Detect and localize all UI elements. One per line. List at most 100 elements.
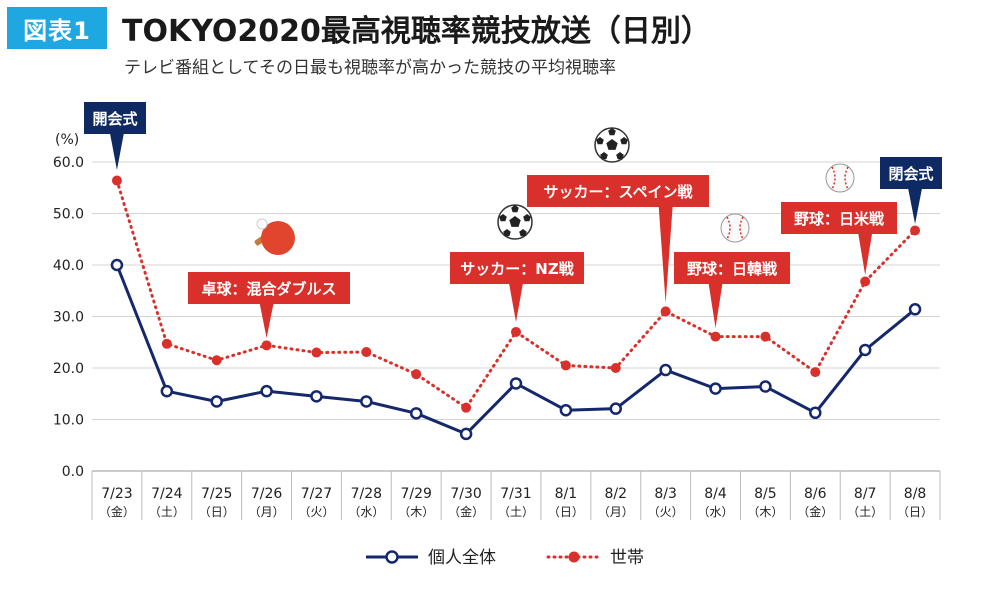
data-point-individual: [210, 395, 223, 408]
x-weekday-label: （土）: [149, 505, 185, 519]
data-point-household: [311, 347, 322, 358]
annotation-callout: 野球：日米戦: [781, 202, 897, 275]
y-tick-label: 0.0: [62, 464, 84, 480]
x-weekday-label: （水）: [348, 505, 384, 519]
data-point-household: [161, 338, 172, 349]
data-point-individual: [858, 343, 872, 357]
x-weekday-label: （金）: [797, 504, 833, 519]
x-weekday-label: （日）: [199, 505, 235, 519]
x-tick-label: 7/29: [401, 486, 432, 502]
x-weekday-label: （火）: [298, 505, 334, 519]
figure-badge: 図表1: [7, 7, 107, 49]
x-weekday-label: （日）: [897, 505, 933, 519]
annotation-label: 野球：日韓戦: [687, 260, 778, 278]
soccer-pentagon: [523, 214, 531, 222]
data-point-individual: [160, 384, 174, 398]
soccer-pentagon: [511, 205, 519, 213]
y-tick-label: 20.0: [53, 361, 84, 377]
annotation-callout: サッカー：スペイン戦: [527, 175, 709, 303]
y-tick-label: 10.0: [53, 413, 84, 429]
x-weekday-label: （木）: [398, 505, 434, 519]
data-point-individual: [509, 377, 523, 390]
data-point-household: [660, 306, 671, 317]
annotation-pointer: [509, 283, 523, 322]
x-tick-label: 8/6: [804, 486, 827, 502]
legend-marker-household: [568, 551, 580, 563]
data-point-individual: [809, 406, 822, 420]
x-tick-label: 7/25: [201, 486, 232, 502]
data-point-individual: [559, 403, 573, 417]
annotation-callout: 開会式: [84, 102, 146, 170]
x-weekday-label: （金）: [99, 504, 135, 519]
baseball-body: [825, 163, 855, 193]
x-tick-label: 8/4: [704, 486, 727, 502]
x-weekday-label: （土）: [847, 505, 883, 519]
x-tick-label: 8/8: [904, 486, 927, 502]
x-tick-label: 7/27: [301, 486, 332, 502]
data-point-household: [411, 369, 422, 380]
x-tick-label: 8/5: [754, 486, 777, 502]
x-tick-label: 7/30: [450, 486, 481, 502]
x-weekday-label: （月）: [598, 505, 634, 519]
chart-subtitle: テレビ番組としてその日最も視聴率が高かった競技の平均視聴率: [124, 58, 616, 78]
soccer-pentagon: [499, 214, 507, 222]
x-weekday-label: （土）: [498, 505, 534, 519]
baseball-seam: [739, 216, 744, 240]
data-point-individual: [110, 258, 124, 272]
y-tick-label: 60.0: [53, 155, 84, 171]
x-tick-label: 8/1: [555, 486, 578, 502]
annotation-callout: 閉会式: [880, 157, 942, 224]
x-tick-label: 7/28: [351, 486, 382, 502]
x-tick-label: 7/26: [251, 486, 283, 502]
data-point-individual: [609, 402, 623, 415]
annotation-box: [880, 157, 942, 189]
annotation-box: [450, 252, 584, 284]
x-tick-label: 8/2: [604, 486, 627, 502]
annotation-box: [188, 272, 350, 304]
soccer-pentagon: [503, 229, 511, 237]
table-tennis-icon: [254, 218, 295, 255]
data-point-individual: [709, 382, 722, 395]
data-point-individual: [459, 427, 473, 441]
soccer-pentagon: [600, 152, 608, 160]
baseball-seam: [726, 216, 731, 240]
annotation-label: サッカー：スペイン戦: [544, 183, 694, 201]
data-point-individual: [659, 363, 672, 377]
legend: 個人全体 世帯: [366, 548, 644, 568]
x-tick-label: 8/7: [854, 486, 877, 502]
data-point-household: [461, 402, 472, 413]
data-point-individual: [908, 303, 922, 316]
chart-title: TOKYO2020最高視聴率競技放送（日別）: [122, 14, 711, 49]
x-tick-label: 8/3: [654, 486, 677, 502]
data-point-household: [610, 363, 621, 373]
baseball-icon: [720, 213, 750, 243]
y-tick-label: 50.0: [53, 207, 84, 223]
data-point-individual: [310, 390, 323, 403]
x-weekday-label: （金）: [448, 504, 484, 519]
legend-marker-individual: [385, 550, 399, 564]
y-tick-label: 30.0: [53, 310, 84, 326]
baseball-icon: [825, 163, 855, 193]
data-point-individual: [409, 407, 423, 420]
soccer-pentagon: [606, 139, 618, 150]
data-point-household: [860, 276, 871, 287]
data-point-household: [810, 367, 821, 378]
data-point-household: [710, 331, 721, 342]
annotation-box: [674, 252, 790, 284]
soccer-pentagon: [596, 137, 604, 145]
annotation-label: サッカー：NZ戦: [460, 260, 574, 278]
annotation-callout: サッカー：NZ戦: [450, 252, 584, 322]
ping-pong-ball: [256, 218, 268, 230]
data-point-household: [560, 360, 571, 371]
x-tick-label: 7/23: [101, 486, 132, 502]
annotation-box: [84, 102, 146, 134]
data-point-household: [211, 355, 222, 366]
annotation-label: 開会式: [92, 110, 137, 128]
x-tick-label: 7/31: [500, 486, 531, 502]
data-point-household: [511, 326, 521, 337]
soccer-pentagon: [519, 229, 527, 237]
x-weekday-label: （火）: [648, 505, 684, 519]
y-axis-unit: (%): [55, 132, 79, 148]
soccer-pentagon: [620, 137, 628, 145]
